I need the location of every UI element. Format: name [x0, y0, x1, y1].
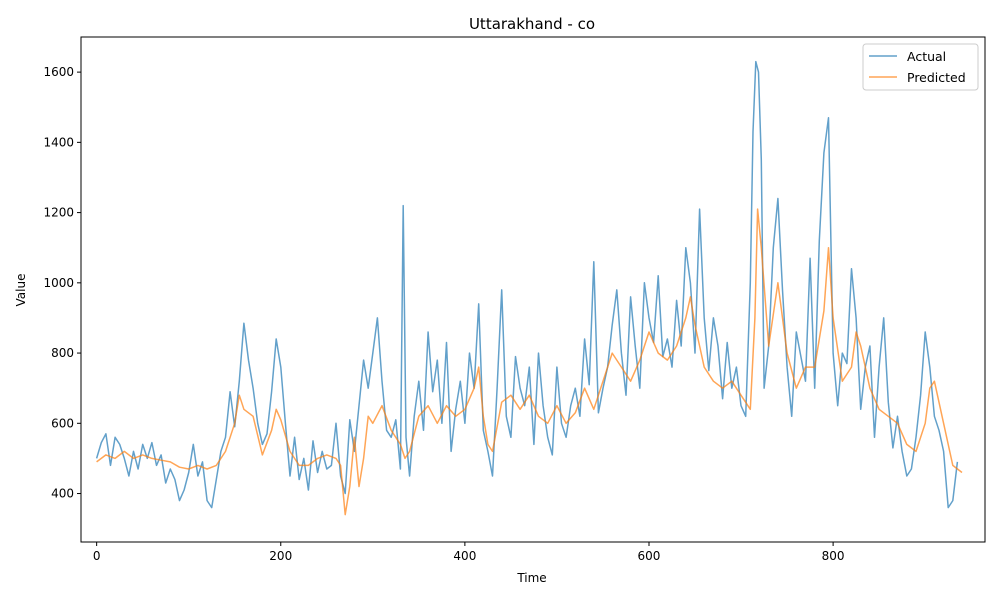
y-axis: 400 600 800 1000 1200 1400 1600 — [43, 65, 81, 501]
series-line-predicted — [96, 208, 963, 516]
x-tick-label: 200 — [269, 549, 292, 563]
series-layer — [95, 60, 963, 516]
legend-label-actual: Actual — [907, 49, 946, 64]
chart-title: Uttarakhand - co — [469, 15, 595, 33]
y-tick-label: 1000 — [43, 276, 74, 290]
x-tick-label: 0 — [93, 549, 101, 563]
plot-area-frame — [80, 36, 986, 543]
x-tick-label: 800 — [822, 549, 845, 563]
x-axis: 0 200 400 600 800 — [93, 542, 845, 563]
y-tick-label: 400 — [51, 487, 74, 501]
y-tick-label: 800 — [51, 346, 74, 360]
x-tick-label: 600 — [638, 549, 661, 563]
x-tick-label: 400 — [453, 549, 476, 563]
legend-label-predicted: Predicted — [907, 70, 966, 85]
y-tick-label: 1200 — [43, 206, 74, 220]
series-line-actual — [95, 60, 959, 509]
y-tick-label: 1600 — [43, 65, 74, 79]
y-axis-label: Value — [14, 274, 28, 307]
legend: Actual Predicted — [862, 43, 979, 91]
x-axis-label: Time — [516, 571, 546, 585]
y-tick-label: 1400 — [43, 135, 74, 149]
y-tick-label: 600 — [51, 416, 74, 430]
